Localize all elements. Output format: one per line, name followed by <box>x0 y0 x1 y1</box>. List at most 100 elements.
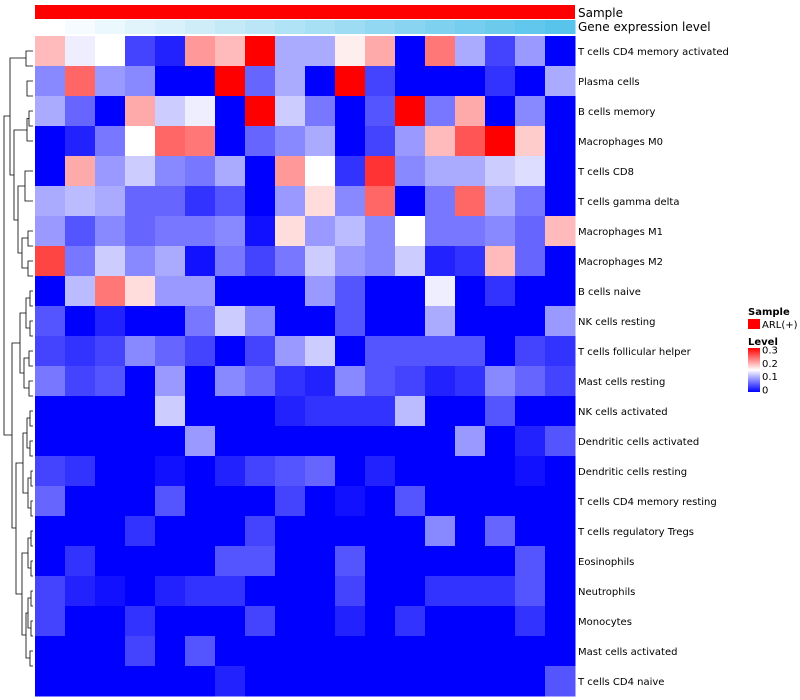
heatmap-cell <box>425 336 456 367</box>
heatmap-cell <box>155 126 186 157</box>
heatmap-cell <box>425 576 456 607</box>
heatmap-cell <box>305 66 336 97</box>
heatmap-cell <box>155 456 186 487</box>
heatmap-cell <box>545 516 576 547</box>
dendrogram-branch <box>26 118 33 142</box>
heatmap-cell <box>455 366 486 397</box>
heatmap-cell <box>245 66 276 97</box>
heatmap-cell <box>545 636 576 667</box>
heatmap-cell <box>35 96 66 127</box>
heatmap-cell <box>125 426 156 457</box>
heatmap-cell <box>215 576 246 607</box>
heatmap-cell <box>125 276 156 307</box>
heatmap-cell <box>515 636 546 667</box>
heatmap-cell <box>395 636 426 667</box>
heatmap-cell <box>245 216 276 247</box>
heatmap-cell <box>425 216 456 247</box>
heatmap-cell <box>455 126 486 157</box>
heatmap-cell <box>395 606 426 637</box>
heatmap-cell <box>125 366 156 397</box>
heatmap-cell <box>335 156 366 187</box>
heatmap-cell <box>545 126 576 157</box>
heatmap-cell <box>485 666 516 697</box>
heatmap-cell <box>485 546 516 577</box>
gene-expression-track-cell <box>65 20 96 34</box>
heatmap-cell <box>215 456 246 487</box>
heatmap-cell <box>365 636 396 667</box>
heatmap-cell <box>515 516 546 547</box>
heatmap-cell <box>35 126 66 157</box>
heatmap-cell <box>275 186 306 217</box>
heatmap-cell <box>125 666 156 697</box>
dendrogram-branch <box>28 110 33 127</box>
heatmap-cell <box>305 276 336 307</box>
heatmap-cell <box>125 636 156 667</box>
heatmap-cell <box>215 216 246 247</box>
heatmap-cell <box>215 396 246 427</box>
dendrogram-branch <box>30 530 33 547</box>
heatmap-cell <box>455 216 486 247</box>
heatmap-cell <box>35 336 66 367</box>
heatmap-cell <box>95 366 126 397</box>
heatmap-cell <box>245 186 276 217</box>
heatmap-cell <box>485 96 516 127</box>
heatmap-cell <box>335 546 366 577</box>
heatmap-cell <box>185 426 216 457</box>
heatmap-cell <box>455 396 486 427</box>
heatmap-cell <box>455 576 486 607</box>
heatmap-cell <box>545 276 576 307</box>
heatmap-cell <box>185 186 216 217</box>
heatmap-cell <box>185 66 216 97</box>
heatmap-cell <box>425 126 456 157</box>
heatmap-cell <box>455 246 486 277</box>
heatmap-cell <box>455 66 486 97</box>
heatmap-cell <box>305 426 336 457</box>
heatmap-cell <box>335 666 366 697</box>
heatmap-cell <box>365 546 396 577</box>
heatmap-cell <box>275 96 306 127</box>
dendrogram-branch <box>15 462 23 595</box>
row-labels: T cells CD4 memory activated Plasma cells… <box>577 47 729 688</box>
dendrogram-branch <box>30 500 33 517</box>
heatmap-cell <box>95 636 126 667</box>
heatmap-cell <box>545 486 576 517</box>
heatmap-cell <box>425 366 456 397</box>
heatmap-cell <box>35 306 66 337</box>
heatmap-cell <box>245 516 276 547</box>
heatmap-cell <box>365 66 396 97</box>
heatmap-cell <box>245 456 276 487</box>
heatmap-cell <box>95 486 126 517</box>
heatmap-cell <box>305 516 336 547</box>
heatmap-cell <box>545 396 576 427</box>
heatmap-cell <box>65 606 96 637</box>
heatmap-cell <box>95 546 126 577</box>
heatmap-cell <box>485 456 516 487</box>
heatmap-cell <box>65 306 96 337</box>
heatmap-cell <box>215 636 246 667</box>
heatmap-cell <box>515 606 546 637</box>
heatmap-cell <box>245 576 276 607</box>
heatmap-cell <box>245 636 276 667</box>
heatmap-cell <box>515 336 546 367</box>
heatmap-cell <box>95 516 126 547</box>
heatmap-cell <box>455 276 486 307</box>
heatmap-cell <box>35 246 66 277</box>
heatmap-cell <box>515 36 546 67</box>
heatmap-cell <box>95 156 126 187</box>
heatmap-cell <box>185 366 216 397</box>
heatmap-cell <box>335 606 366 637</box>
heatmap-cell <box>455 456 486 487</box>
heatmap-cell <box>185 636 216 667</box>
heatmap-cell <box>95 216 126 247</box>
heatmap-cell <box>245 426 276 457</box>
gene-expression-track-cell <box>425 20 456 34</box>
heatmap-cell <box>275 636 306 667</box>
heatmap-cell <box>35 606 66 637</box>
heatmap-cell <box>425 186 456 217</box>
heatmap-cell <box>365 366 396 397</box>
heatmap-cell <box>35 36 66 67</box>
heatmap-cell <box>305 36 336 67</box>
heatmap-cell <box>275 366 306 397</box>
heatmap-cell <box>545 606 576 637</box>
heatmap-cell <box>275 336 306 367</box>
